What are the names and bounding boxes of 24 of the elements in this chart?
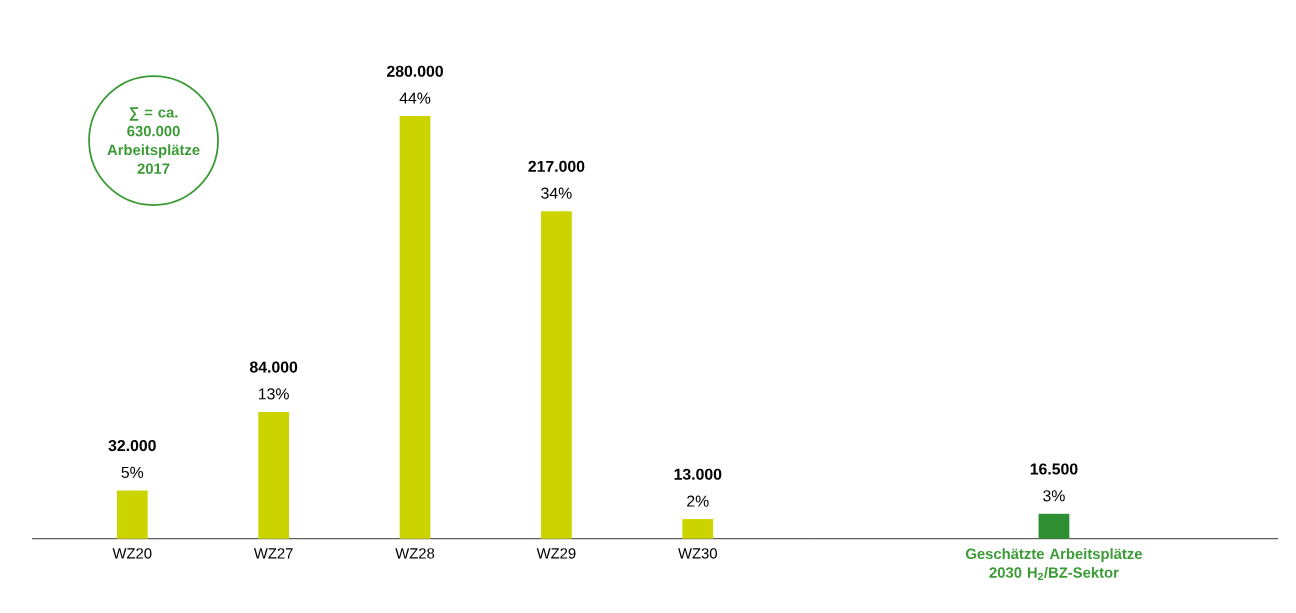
bar <box>116 490 148 539</box>
data-label: 217.000 <box>528 160 585 172</box>
x-tick-label: WZ28 <box>395 548 435 559</box>
annotation: 2% <box>687 495 709 507</box>
data-label: 16.500 <box>1030 463 1078 475</box>
x-tick-label: WZ27 <box>253 548 293 559</box>
data-label: 280.000 <box>386 65 443 77</box>
annotation: 44% <box>399 92 431 104</box>
x-tick-label: WZ29 <box>536 548 576 559</box>
annotation: 3% <box>1043 490 1065 502</box>
annotation: ∑ = ca. 630.000 Arbeitsplätze 2017 <box>107 107 200 174</box>
x-tick-label: WZ30 <box>678 548 717 559</box>
data-label: 13.000 <box>674 468 722 480</box>
annotation: 34% <box>541 187 572 199</box>
bar <box>258 411 290 539</box>
data-label: 32.000 <box>108 439 156 452</box>
data-label: 84.000 <box>249 361 298 373</box>
annotation: 5% <box>121 466 144 478</box>
annotation: 13% <box>259 388 289 400</box>
bar <box>399 116 431 539</box>
x-tick-label: Geschätzte Arbeitsplätze 2030 H$_{2}$/BZ-Sektor <box>965 548 1142 580</box>
bar <box>682 519 714 539</box>
x-tick-label: WZ20 <box>112 548 152 559</box>
bar <box>541 211 572 539</box>
